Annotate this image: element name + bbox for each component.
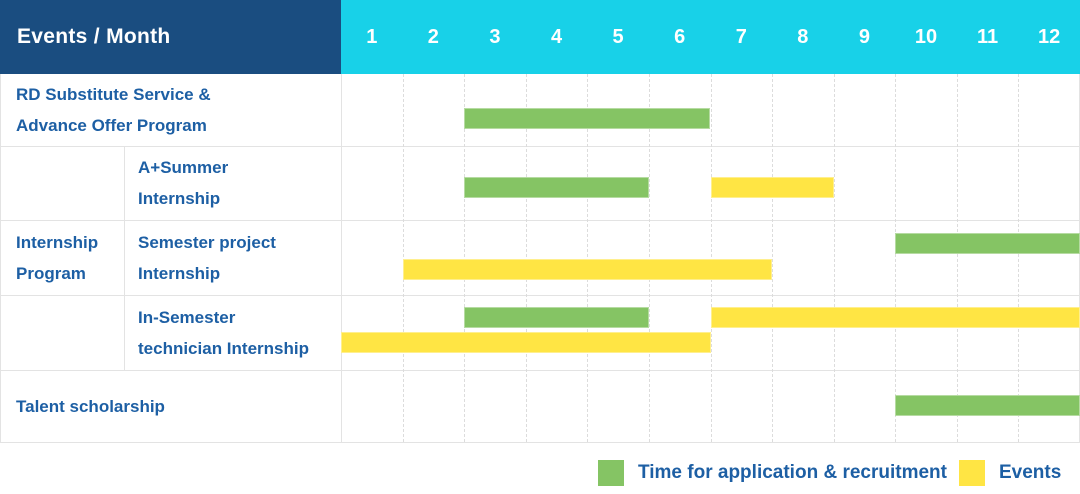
bar-event-months-7-12 — [710, 307, 1080, 328]
month-gridline — [833, 74, 835, 442]
month-gridline — [464, 74, 466, 442]
bar-application-months-10-12 — [895, 395, 1080, 416]
month-gridline — [710, 74, 712, 442]
corner-header-cell: Events / Month — [0, 0, 341, 74]
month-header-label: 9 — [858, 25, 870, 48]
legend-swatch-event — [959, 460, 985, 486]
month-gridline — [1018, 74, 1020, 442]
bar-application-months-3-5 — [464, 307, 649, 328]
group-label-line: Program — [16, 264, 86, 283]
table-bottom-border — [0, 442, 1080, 443]
bar-application-months-3-5 — [464, 177, 649, 198]
month-header-label: 2 — [427, 25, 439, 48]
month-header-label: 11 — [976, 25, 999, 48]
row-label-a-plus-summer: A+Summer Internship — [124, 146, 341, 220]
month-header-8: 8 — [772, 0, 834, 74]
month-gridline — [402, 74, 404, 442]
legend-label: Time for application & recruitment — [638, 462, 947, 483]
row-separator — [0, 295, 1080, 296]
month-header-label: 7 — [735, 25, 747, 48]
row-separator — [0, 370, 1080, 371]
row-label-rd-substitute: RD Substitute Service & Advance Offer Pro… — [0, 74, 341, 146]
month-header-label: 3 — [489, 25, 501, 48]
month-gridline — [587, 74, 589, 442]
month-header-label: 4 — [550, 25, 563, 48]
row-label-a-plus-summer-line: Internship — [138, 189, 221, 208]
row-label-semester-project-line: Internship — [138, 263, 221, 283]
month-gridline — [895, 74, 897, 442]
month-header-label: 12 — [1038, 25, 1061, 48]
row-label-in-semester-line: In-Semester — [138, 307, 236, 327]
bar-event-months-7-8 — [710, 177, 834, 198]
month-header-6: 6 — [649, 0, 711, 74]
group-label-line: Internship — [16, 233, 99, 252]
month-header-9: 9 — [834, 0, 896, 74]
legend-item-event: Events — [959, 460, 1061, 486]
row-separator — [0, 220, 1080, 221]
month-header-3: 3 — [464, 0, 526, 74]
month-header-7: 7 — [710, 0, 772, 74]
corner-header-label: Events / Month — [17, 25, 171, 48]
bar-application-months-10-12 — [895, 233, 1080, 254]
month-header-5: 5 — [587, 0, 649, 74]
month-header-10: 10 — [895, 0, 957, 74]
group-sublabel-divider — [124, 146, 125, 370]
row-label-rd-substitute-line: Advance Offer Program — [16, 116, 207, 135]
month-header-1: 1 — [341, 0, 403, 74]
month-header-12: 12 — [1018, 0, 1080, 74]
month-header-2: 2 — [403, 0, 465, 74]
row-label-semester-project-line: Semester project — [138, 232, 276, 252]
month-gridline — [648, 74, 650, 442]
legend: Time for application & recruitment Events — [0, 460, 1080, 486]
month-gridline — [772, 74, 774, 442]
row-label-a-plus-summer-line: A+Summer — [138, 158, 229, 177]
month-header-11: 11 — [957, 0, 1019, 74]
label-grid-divider — [341, 74, 342, 442]
bar-event-months-1-6 — [341, 332, 711, 353]
row-label-talent-scholarship-line: Talent scholarship — [16, 396, 165, 416]
row-label-talent-scholarship: Talent scholarship — [0, 370, 341, 442]
row-label-semester-project: Semester project Internship — [124, 220, 341, 295]
row-label-in-semester: In-Semester technician Internship — [124, 295, 341, 370]
bar-event-months-2-7 — [402, 259, 773, 280]
month-header-label: 6 — [674, 25, 686, 48]
month-gridline — [956, 74, 958, 442]
month-header-label: 1 — [366, 25, 378, 48]
month-header-4: 4 — [526, 0, 588, 74]
row-label-in-semester-line: technician Internship — [138, 338, 309, 358]
legend-item-application: Time for application & recruitment — [598, 460, 947, 486]
row-separator — [0, 146, 1080, 147]
month-header-label: 8 — [797, 25, 809, 48]
bar-application-months-3-6 — [464, 108, 711, 129]
month-header-label: 10 — [914, 25, 938, 48]
table-left-border — [0, 74, 1, 442]
month-gridline — [525, 74, 527, 442]
legend-label: Events — [999, 462, 1062, 483]
group-label-internship-program: Internship Program — [0, 146, 124, 370]
legend-swatch-application — [598, 460, 624, 486]
month-header-row: 1 2 3 4 5 6 7 8 9 10 11 12 — [341, 0, 1080, 74]
month-header-label: 5 — [612, 25, 624, 48]
row-label-rd-substitute-line: RD Substitute Service & — [16, 85, 211, 104]
